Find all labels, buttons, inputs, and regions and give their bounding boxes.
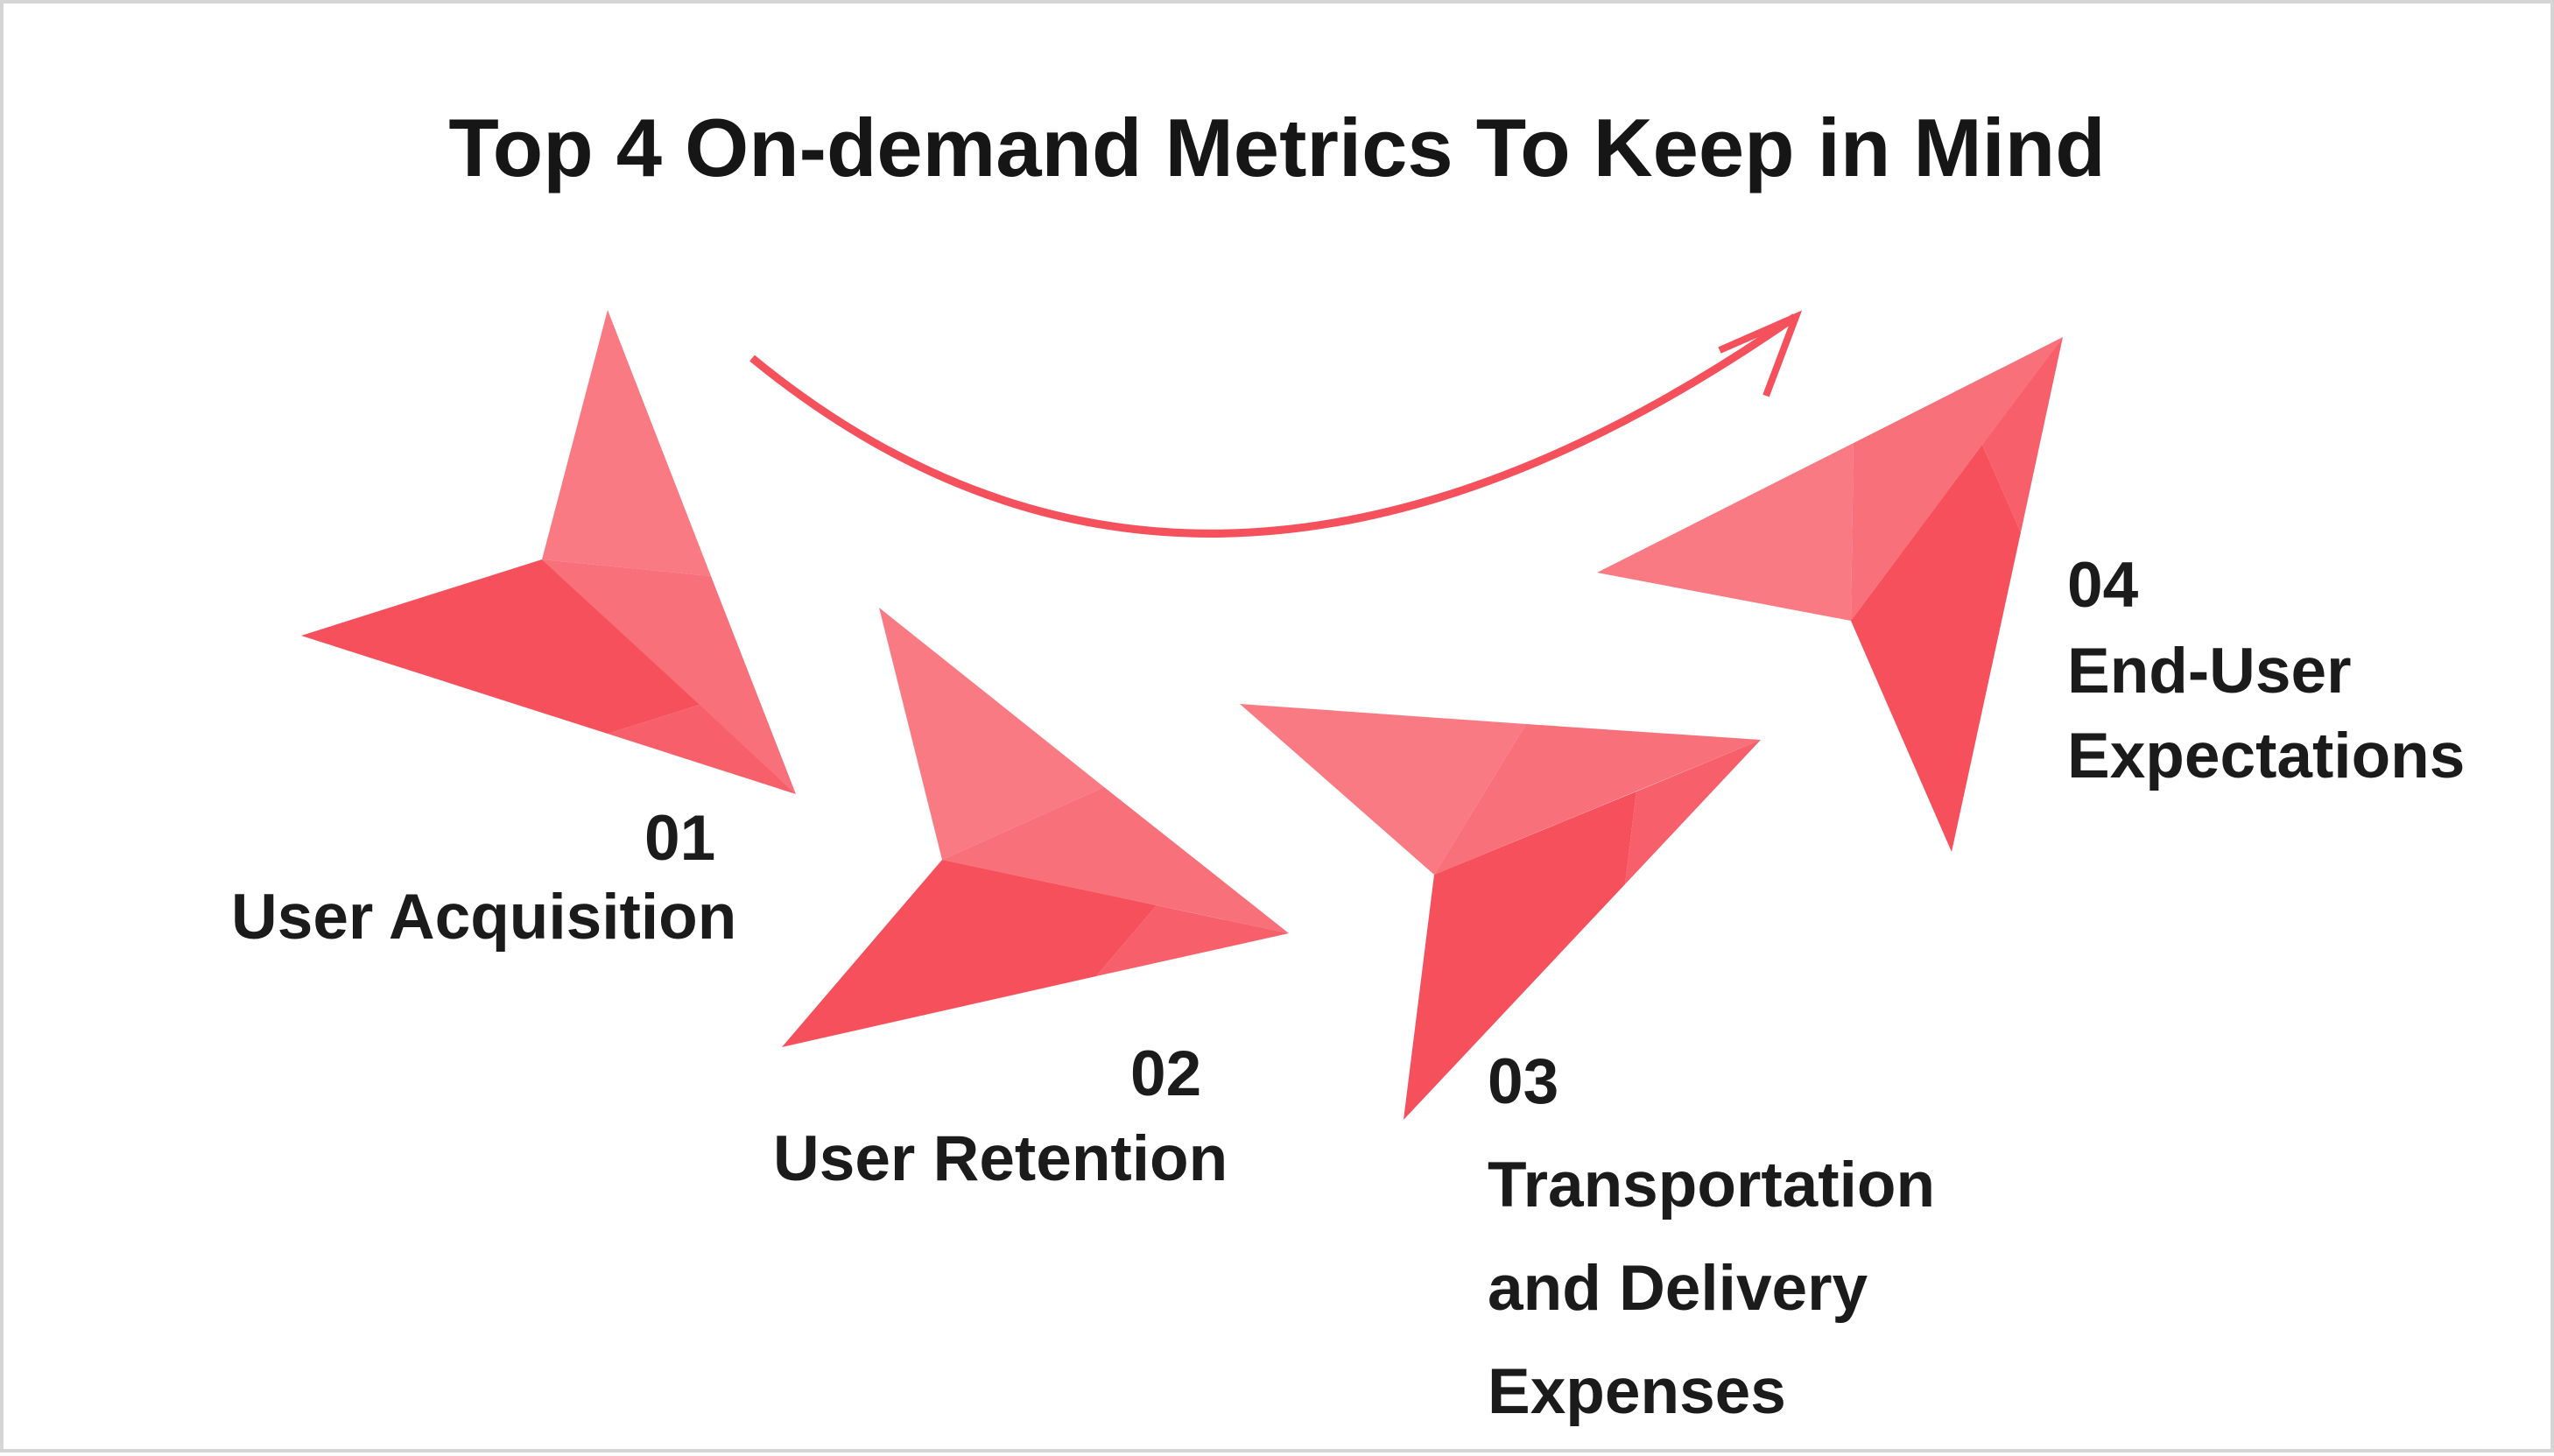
page-title: Top 4 On-demand Metrics To Keep in Mind [448,102,2106,193]
metric-01-label: User Acquisition [231,882,737,953]
arrow-01-shape [301,310,796,794]
metric-04-label-line-2: Expectations [2067,721,2466,791]
metric-04-label-line-1: End-User [2067,636,2352,707]
metric-03-number: 03 [1488,1046,1559,1117]
metrics-diagram [301,310,2063,1120]
curved-flow-arrow-icon [749,310,1803,538]
metric-03-label-line-1: Transportation [1488,1150,1936,1220]
arrow-04-shape [1597,337,2063,852]
metric-04-number: 04 [2067,550,2139,621]
metric-03-label-line-2: and Delivery [1488,1253,1868,1324]
metric-02-label: User Retention [773,1123,1228,1194]
arrow-03-shape [1240,704,1761,1120]
metric-03-label-line-3: Expenses [1488,1356,1786,1427]
metric-02-number: 02 [1130,1038,1202,1109]
metric-01-number: 01 [644,803,716,874]
arrow-02-shape [782,608,1289,1047]
